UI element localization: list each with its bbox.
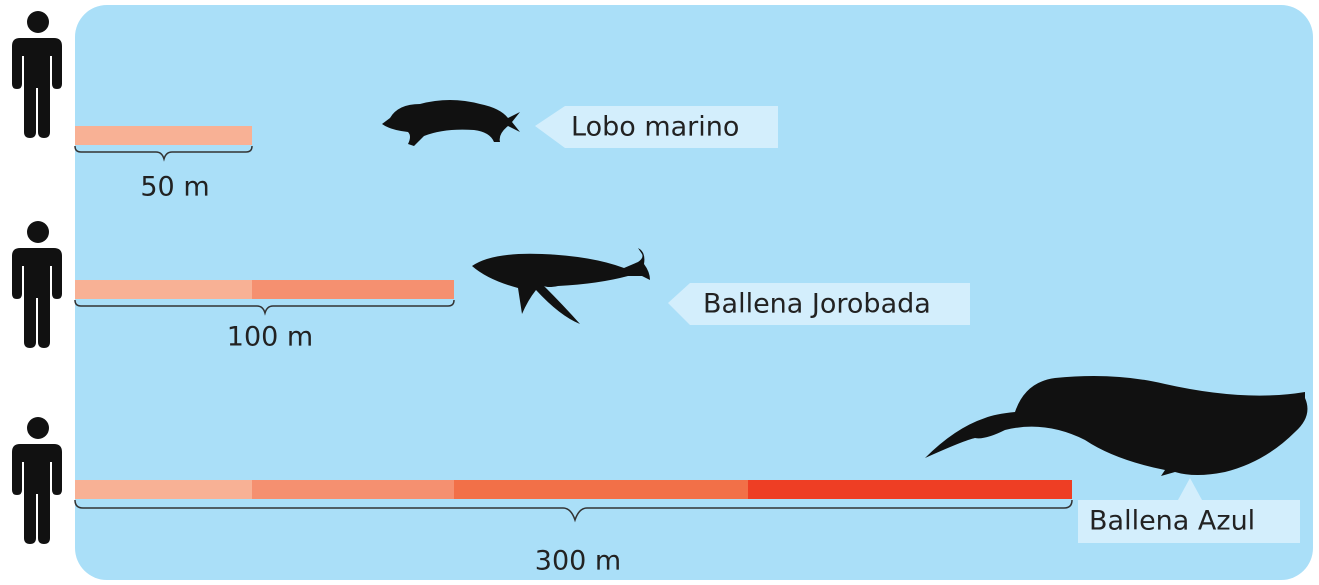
animal-label: Ballena Azul: [1089, 506, 1255, 537]
brace: [74, 145, 253, 162]
person-icon: [12, 221, 62, 348]
distance-bar: [75, 280, 252, 299]
distance-bar: [252, 480, 454, 499]
distance-bar: [75, 480, 252, 499]
humpback-silhouette: [472, 248, 650, 324]
label-box: [535, 106, 778, 148]
brace: [74, 499, 1073, 523]
label-box: [668, 283, 970, 325]
distance-bar: [454, 480, 748, 499]
person-icon: [12, 11, 62, 138]
person-icon: [12, 417, 62, 544]
blue-whale-silhouette: [925, 376, 1308, 476]
distance-label: 50 m: [140, 172, 209, 203]
label-box: [1078, 478, 1300, 543]
sea-lion-silhouette: [382, 100, 520, 146]
animal-label: Lobo marino: [571, 112, 739, 143]
distance-bar: [75, 126, 252, 145]
animal-label: Ballena Jorobada: [703, 289, 931, 320]
brace: [74, 299, 455, 316]
distance-label: 100 m: [227, 322, 313, 353]
distance-bar: [252, 280, 454, 299]
distance-bar: [748, 480, 1072, 499]
distance-label: 300 m: [535, 546, 621, 577]
